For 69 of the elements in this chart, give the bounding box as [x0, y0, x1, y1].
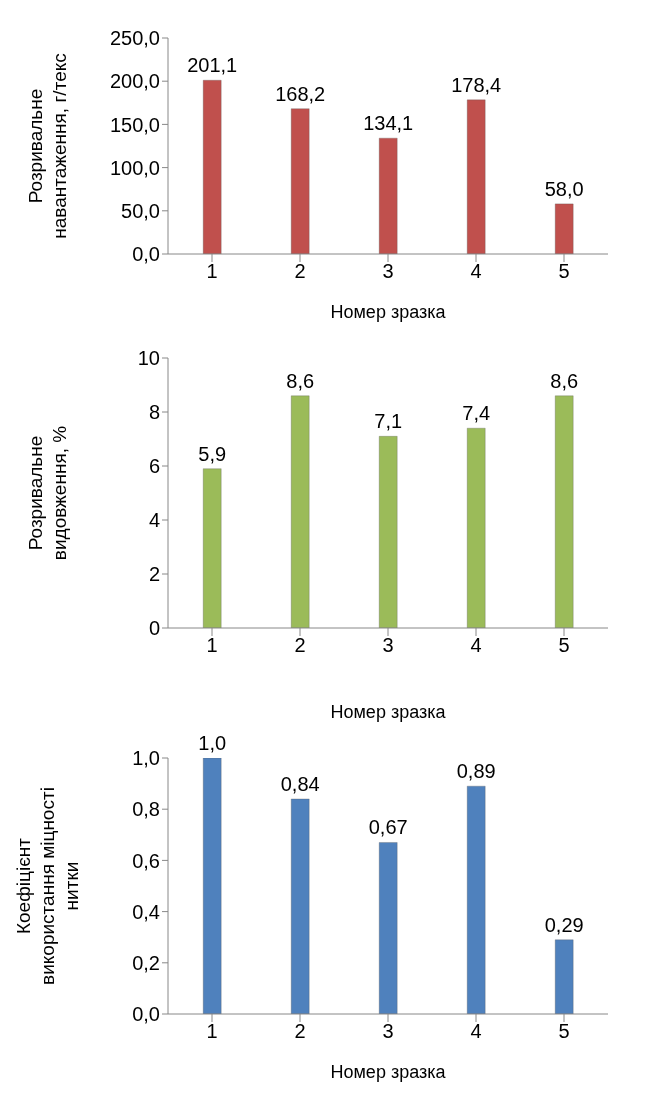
y-axis-title: Коефіцієнт використання міцності нитки: [13, 787, 82, 985]
bar: [202, 758, 222, 1014]
y-tick-label: 0: [148, 617, 160, 640]
bar: [290, 108, 310, 254]
y-tick-label: 10: [137, 347, 160, 370]
y-tick-label: 200,0: [109, 70, 160, 93]
x-tick-label: 5: [558, 260, 570, 283]
bar: [554, 203, 574, 254]
bar: [378, 137, 398, 254]
bar: [466, 785, 486, 1014]
x-tick-label: 4: [470, 634, 482, 657]
data-label: 7,4: [462, 402, 491, 425]
x-tick-label: 5: [558, 634, 570, 657]
y-tick-label: 8: [148, 401, 160, 424]
x-tick-label: 3: [382, 1020, 394, 1043]
y-tick-label: 2: [148, 563, 160, 586]
x-tick-label: 1: [206, 1020, 218, 1043]
bar: [466, 99, 486, 254]
y-tick-label: 50,0: [121, 199, 160, 222]
bar: [378, 435, 398, 628]
bar: [202, 468, 222, 628]
y-tick-label: 0,4: [132, 900, 160, 923]
y-tick-label: 0,0: [132, 243, 160, 266]
y-tick-label: 1,0: [132, 747, 160, 770]
data-label: 201,1: [187, 54, 238, 77]
x-tick-label: 4: [470, 1020, 482, 1043]
y-tick-label: 150,0: [109, 113, 160, 136]
x-tick-label: 4: [470, 260, 482, 283]
x-axis-title: Номер зразка: [330, 302, 447, 322]
data-label: 8,6: [286, 369, 315, 392]
bar: [466, 427, 486, 628]
y-axis-title: Розривальне видовження, %: [25, 425, 70, 561]
bar: [554, 939, 574, 1014]
y-tick-label: 0,6: [132, 849, 160, 872]
data-label: 7,1: [374, 410, 403, 433]
y-tick-label: 6: [148, 455, 160, 478]
x-tick-label: 3: [382, 634, 394, 657]
x-axis-title: Номер зразка: [330, 702, 447, 722]
data-label: 0,89: [456, 760, 496, 783]
bar: [290, 395, 310, 628]
x-tick-label: 2: [294, 260, 306, 283]
y-tick-label: 0,8: [132, 798, 160, 821]
data-label: 168,2: [275, 82, 326, 105]
bar: [202, 79, 222, 254]
x-tick-label: 5: [558, 1020, 570, 1043]
y-tick-label: 0,0: [132, 1003, 160, 1026]
data-label: 58,0: [544, 177, 584, 200]
data-label: 178,4: [451, 73, 502, 96]
x-tick-label: 1: [206, 260, 218, 283]
data-label: 134,1: [363, 112, 414, 135]
y-tick-label: 0,2: [132, 951, 160, 974]
data-label: 5,9: [198, 442, 227, 465]
x-tick-label: 2: [294, 634, 306, 657]
data-label: 8,6: [550, 369, 579, 392]
y-tick-label: 4: [148, 509, 160, 532]
x-tick-label: 3: [382, 260, 394, 283]
x-axis-title: Номер зразка: [330, 1062, 447, 1082]
y-tick-label: 100,0: [109, 156, 160, 179]
bar: [290, 798, 310, 1014]
bar: [378, 841, 398, 1014]
data-label: 0,84: [280, 772, 320, 795]
data-label: 1,0: [198, 732, 227, 754]
data-label: 0,67: [368, 816, 408, 839]
y-axis-title: Розривальне навантаження, г/текс: [25, 53, 70, 239]
x-tick-label: 2: [294, 1020, 306, 1043]
y-tick-label: 250,0: [109, 27, 160, 50]
bar: [554, 395, 574, 628]
data-label: 0,29: [544, 913, 584, 936]
x-tick-label: 1: [206, 634, 218, 657]
